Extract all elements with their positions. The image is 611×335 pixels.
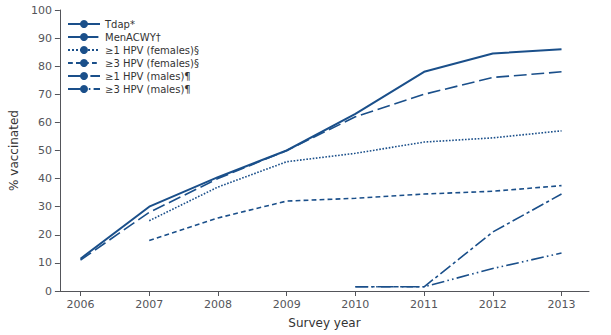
svg-text:Tdap*: Tdap*: [104, 19, 135, 30]
svg-text:2013: 2013: [548, 298, 576, 311]
svg-text:60: 60: [38, 116, 52, 129]
svg-text:10: 10: [38, 256, 52, 269]
svg-text:0: 0: [45, 285, 52, 298]
svg-text:2008: 2008: [204, 298, 232, 311]
svg-text:20: 20: [38, 228, 52, 241]
svg-text:2006: 2006: [67, 298, 95, 311]
svg-text:70: 70: [38, 88, 52, 101]
svg-text:% vaccinated: % vaccinated: [7, 110, 21, 191]
svg-text:≥1 HPV (females)§: ≥1 HPV (females)§: [105, 45, 199, 56]
svg-text:50: 50: [38, 144, 52, 157]
svg-text:2009: 2009: [273, 298, 301, 311]
svg-text:2011: 2011: [410, 298, 438, 311]
svg-text:≥3 HPV (females)§: ≥3 HPV (females)§: [105, 58, 199, 69]
svg-text:≥1 HPV (males)¶: ≥1 HPV (males)¶: [105, 71, 191, 82]
svg-text:80: 80: [38, 60, 52, 73]
svg-text:100: 100: [31, 4, 52, 17]
svg-text:MenACWY†: MenACWY†: [105, 32, 161, 43]
svg-text:2007: 2007: [135, 298, 163, 311]
svg-text:40: 40: [38, 172, 52, 185]
svg-text:2010: 2010: [341, 298, 369, 311]
svg-text:30: 30: [38, 200, 52, 213]
svg-text:2012: 2012: [479, 298, 507, 311]
svg-text:Survey year: Survey year: [288, 316, 360, 330]
svg-text:90: 90: [38, 32, 52, 45]
svg-text:≥3 HPV (males)¶: ≥3 HPV (males)¶: [105, 84, 191, 95]
